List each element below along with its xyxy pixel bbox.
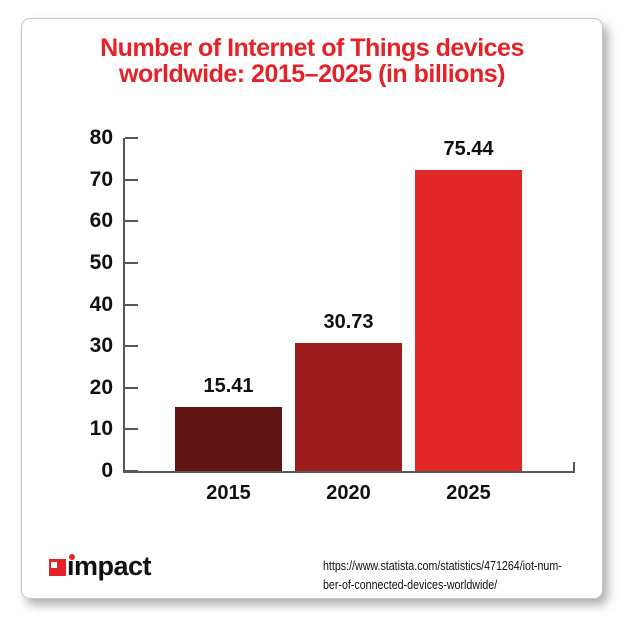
- bar-2015: [175, 406, 282, 471]
- bar-group-2025: 75.44 2025: [415, 138, 522, 504]
- infographic-card: Number of Internet of Things devices wor…: [21, 18, 603, 599]
- y-axis-tick-label: 20: [89, 375, 113, 399]
- logo-i-dot-icon: [69, 554, 75, 560]
- impact-logo: ımpact: [49, 551, 189, 599]
- y-axis-tick-label: 10: [89, 417, 113, 441]
- y-axis-tick-label: 80: [89, 126, 113, 149]
- impact-logo-text: ımpact: [67, 551, 152, 581]
- source-url: https://www.statista.com/statistics/4712…: [323, 556, 569, 594]
- y-axis-tick: [125, 345, 138, 348]
- y-axis-tick: [125, 261, 138, 264]
- bar-value-label-2025: 75.44: [443, 138, 494, 160]
- y-axis-tick-label: 40: [89, 292, 113, 316]
- y-axis-tick: [125, 303, 138, 306]
- y-axis-tick-label: 30: [89, 334, 113, 358]
- y-axis-tick-label: 70: [89, 167, 113, 191]
- y-axis-tick: [125, 428, 138, 431]
- chart-title-line2: worldwide: 2015–2025 (in billions): [119, 60, 505, 88]
- y-axis-labels: 0 10 20 30 40 50 60 70 80: [63, 126, 113, 482]
- chart-title: Number of Internet of Things devices wor…: [22, 35, 602, 87]
- y-axis-tick: [125, 178, 138, 181]
- bar-2020: [295, 343, 402, 471]
- y-axis-tick: [125, 386, 138, 389]
- plot-area: 15.41 2015 30.73 2020 75.44 2025: [123, 137, 575, 504]
- bar-value-label-2015: 15.41: [203, 374, 254, 397]
- logo-notch-square: [51, 562, 57, 568]
- source-url-line1: https://www.statista.com/statistics/4712…: [323, 558, 562, 573]
- source-url-line2: ber-of-connected-devices-worldwide/: [323, 577, 498, 592]
- y-axis-tick-label: 50: [89, 250, 113, 274]
- bar-2025: [415, 170, 522, 471]
- bar-group-2015: 15.41 2015: [175, 138, 282, 504]
- y-axis-tick: [125, 220, 138, 223]
- x-axis-label-2015: 2015: [206, 482, 251, 504]
- chart-title-line1: Number of Internet of Things devices: [100, 34, 524, 62]
- x-axis-label-2025: 2025: [446, 482, 491, 504]
- impact-logo-icon: [49, 559, 66, 576]
- x-axis-label-2020: 2020: [326, 482, 371, 504]
- x-axis-end-tick: [573, 462, 575, 471]
- y-axis-tick: [125, 470, 138, 472]
- bar-group-2020: 30.73 2020: [295, 138, 402, 504]
- y-axis-tick-label: 60: [89, 209, 113, 233]
- y-axis-tick-label: 0: [101, 459, 113, 482]
- bar-value-label-2020: 30.73: [323, 311, 374, 334]
- y-axis-tick: [125, 137, 138, 139]
